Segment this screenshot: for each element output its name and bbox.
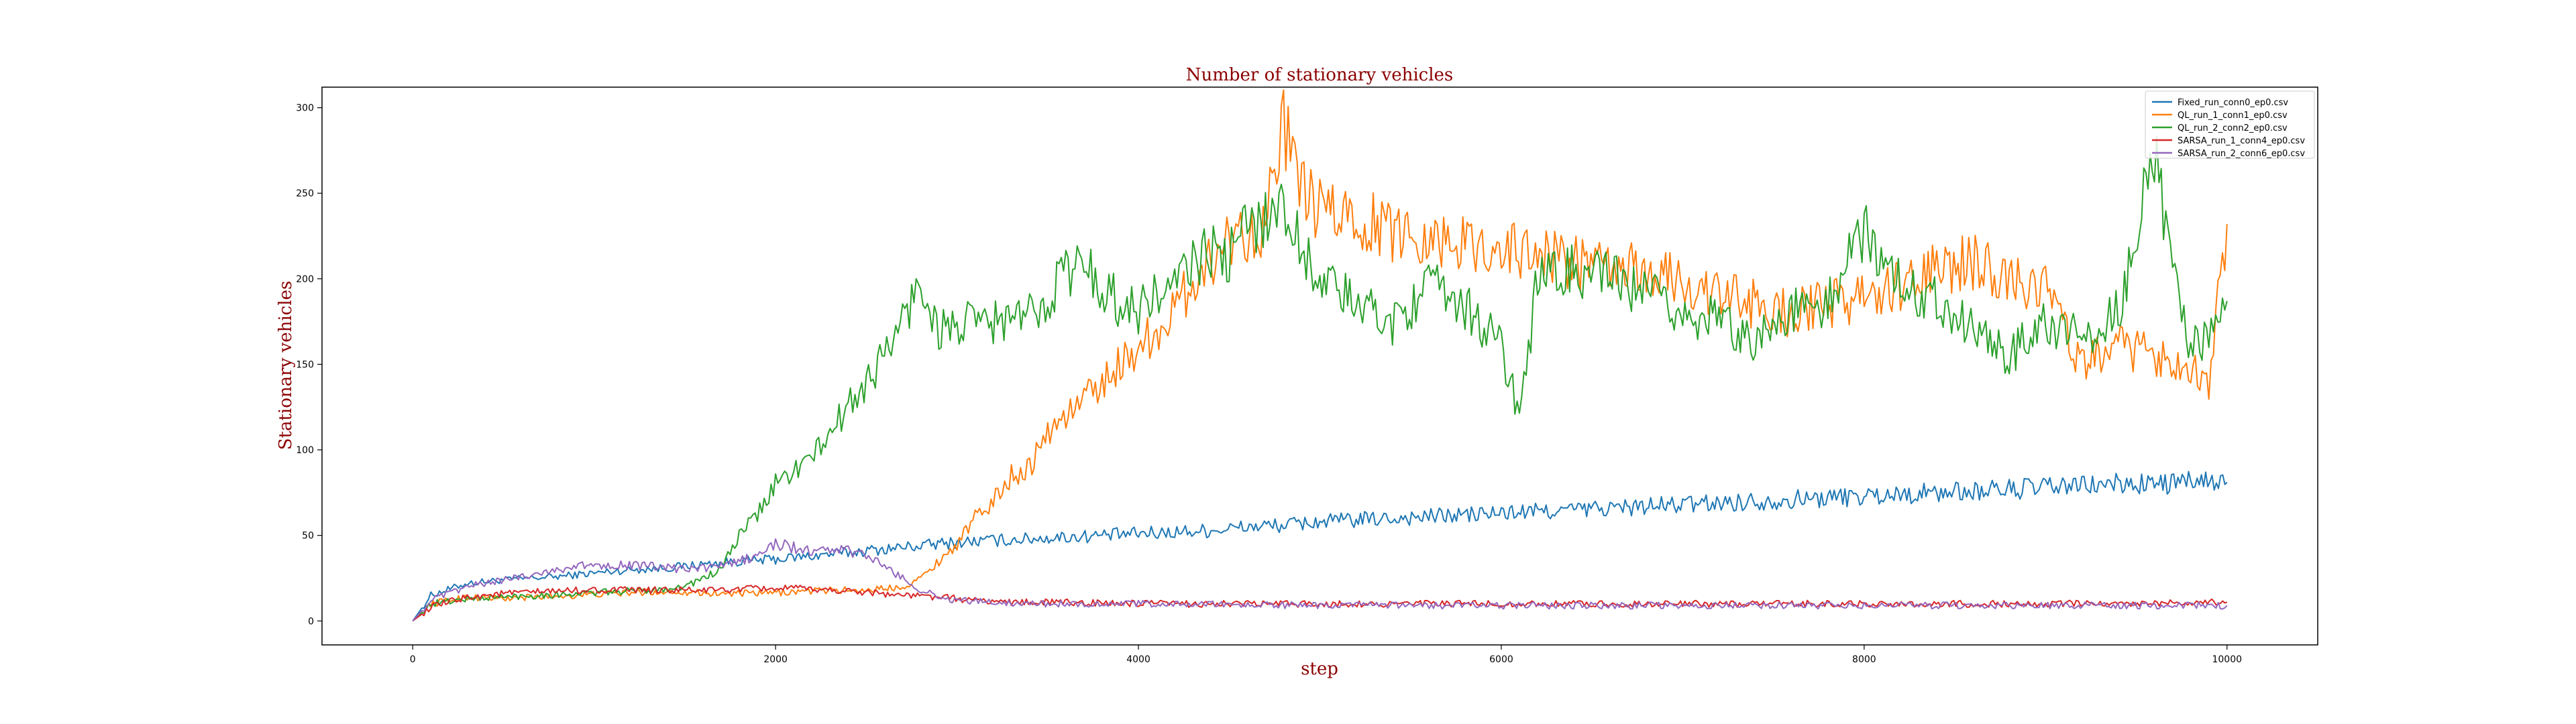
- legend-entry-label: QL_run_1_conn1_ep0.csv: [2178, 111, 2288, 121]
- legend-entry-label: Fixed_run_conn0_ep0.csv: [2178, 98, 2288, 108]
- x-tick-label: 0: [410, 654, 416, 665]
- y-tick-label: 250: [296, 188, 314, 199]
- legend-box: [2145, 90, 2315, 159]
- y-tick-label: 150: [296, 359, 314, 370]
- y-tick-label: 50: [302, 531, 314, 542]
- x-tick-label: 8000: [1852, 654, 1876, 665]
- series-line-1: [412, 471, 2228, 621]
- series-lines: [412, 89, 2228, 622]
- legend-entry-label: SARSA_run_1_conn4_ep0.csv: [2178, 136, 2305, 146]
- x-tick-label: 2000: [763, 654, 788, 665]
- legend-entry-label: QL_run_2_conn2_ep0.csv: [2178, 123, 2288, 133]
- y-tick-label: 100: [296, 445, 314, 456]
- chart-title: Number of stationary vehicles: [1186, 65, 1454, 85]
- y-tick-label: 0: [308, 616, 314, 627]
- x-tick-label: 10000: [2212, 654, 2242, 665]
- x-axis-label: step: [1301, 659, 1338, 679]
- y-axis-ticks: 0 50 100 150 200 250 300: [296, 103, 322, 627]
- x-axis-ticks: 0 2000 4000 6000 8000 10000: [410, 645, 2242, 665]
- series-line-3: [412, 136, 2228, 622]
- x-tick-label: 6000: [1489, 654, 1513, 665]
- x-tick-label: 4000: [1126, 654, 1150, 665]
- plot-frame: [321, 86, 2318, 646]
- y-axis-label: Stationary vehicles: [276, 281, 296, 450]
- legend-entry-label: SARSA_run_2_conn6_ep0.csv: [2178, 149, 2305, 159]
- y-tick-label: 200: [296, 274, 314, 285]
- y-tick-label: 300: [296, 103, 314, 114]
- series-line-2: [412, 89, 2228, 622]
- series-line-5: [412, 538, 2228, 621]
- legend: Fixed_run_conn0_ep0.csv QL_run_1_conn1_ep…: [2145, 90, 2315, 159]
